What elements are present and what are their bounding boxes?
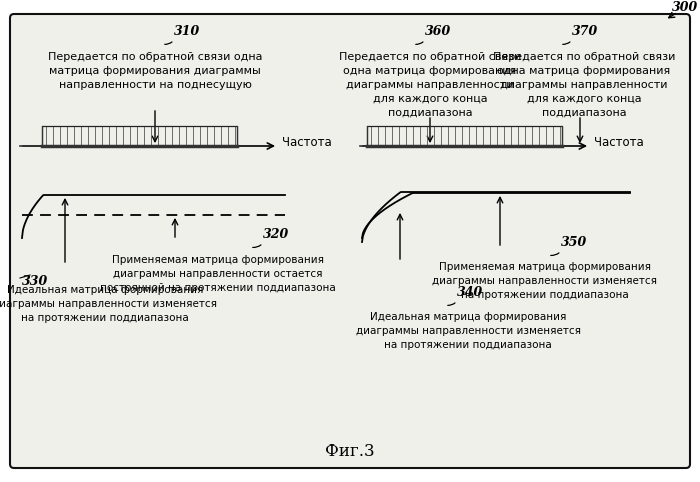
Text: Передается по обратной связи
одна матрица формирования
диаграммы направленности
: Передается по обратной связи одна матриц…: [339, 52, 522, 118]
Text: Фиг.3: Фиг.3: [326, 443, 374, 460]
Text: Передается по обратной связи одна
матрица формирования диаграммы
направленности : Передается по обратной связи одна матриц…: [48, 52, 262, 90]
Text: Идеальная матрица формирования
диаграммы направленности изменяется
на протяжении: Идеальная матрица формирования диаграммы…: [356, 312, 580, 350]
Bar: [367, 126, 562, 146]
Text: 330: 330: [22, 275, 48, 288]
Text: 310: 310: [174, 25, 200, 38]
Text: Передается по обратной связи
одна матрица формирования
диаграммы направленности
: Передается по обратной связи одна матриц…: [493, 52, 676, 118]
Bar: [42, 126, 237, 146]
Text: 320: 320: [263, 228, 289, 241]
FancyBboxPatch shape: [10, 14, 690, 468]
Text: 300: 300: [672, 1, 699, 14]
Text: 350: 350: [561, 236, 587, 249]
Text: 370: 370: [572, 25, 598, 38]
Text: 360: 360: [425, 25, 452, 38]
Text: Применяемая матрица формирования
диаграммы направленности изменяется
на протяжен: Применяемая матрица формирования диаграм…: [433, 262, 657, 300]
Text: Частота: Частота: [594, 136, 644, 149]
Text: Идеальная матрица формирования
диаграммы направленности изменяется
на протяжении: Идеальная матрица формирования диаграммы…: [0, 285, 218, 323]
Text: Применяемая матрица формирования
диаграммы направленности остается
постоянной на: Применяемая матрица формирования диаграм…: [100, 255, 336, 293]
Text: Частота: Частота: [282, 136, 332, 149]
Text: 340: 340: [457, 286, 483, 299]
